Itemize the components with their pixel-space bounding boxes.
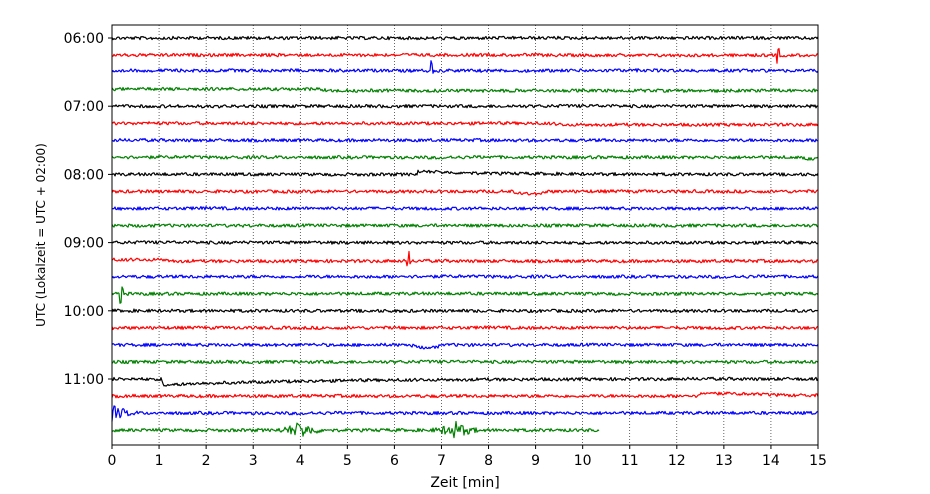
trace-14 xyxy=(111,274,819,279)
y-tick-label-0: 06:00 xyxy=(64,31,104,47)
trace-9 xyxy=(111,189,819,196)
x-tick-label-14: 14 xyxy=(762,453,780,469)
y-tick-label-4: 10:00 xyxy=(64,304,104,320)
trace-19 xyxy=(111,359,819,365)
x-tick-label-12: 12 xyxy=(668,453,686,469)
trace-6 xyxy=(111,137,819,143)
x-axis-title: Zeit [min] xyxy=(430,475,499,491)
trace-22 xyxy=(111,405,819,422)
trace-13 xyxy=(111,250,819,267)
y-tick-label-2: 08:00 xyxy=(64,167,104,183)
trace-20 xyxy=(111,376,819,387)
x-tick-label-13: 13 xyxy=(715,453,733,469)
x-tick-label-3: 3 xyxy=(249,453,258,469)
x-tick-label-10: 10 xyxy=(574,453,592,469)
y-axis-title: UTC (Lokalzeit = UTC + 02:00) xyxy=(34,143,48,327)
trace-17 xyxy=(111,325,819,331)
trace-15 xyxy=(111,286,819,304)
x-tick-label-4: 4 xyxy=(296,453,305,469)
y-tick-label-3: 09:00 xyxy=(64,236,104,252)
trace-3 xyxy=(111,86,819,93)
x-tick-label-1: 1 xyxy=(155,453,164,469)
trace-23 xyxy=(111,420,600,439)
x-tick-label-9: 9 xyxy=(531,453,540,469)
x-tick-label-11: 11 xyxy=(621,453,639,469)
grid-lines xyxy=(158,25,772,445)
trace-1 xyxy=(111,48,819,64)
y-tick-label-1: 07:00 xyxy=(64,99,104,115)
plot-frame xyxy=(111,24,819,446)
trace-11 xyxy=(111,223,819,228)
trace-18 xyxy=(111,342,819,350)
x-tick-label-7: 7 xyxy=(437,453,446,469)
x-tick-label-5: 5 xyxy=(343,453,352,469)
trace-4 xyxy=(111,103,819,109)
trace-5 xyxy=(111,120,819,127)
trace-10 xyxy=(111,206,819,211)
trace-21 xyxy=(111,391,819,399)
seismic-traces xyxy=(111,35,819,439)
trace-2 xyxy=(111,60,819,74)
trace-16 xyxy=(111,308,819,314)
x-tick-label-0: 0 xyxy=(108,453,117,469)
trace-12 xyxy=(111,240,819,245)
x-tick-label-6: 6 xyxy=(390,453,399,469)
x-axis: 0 1 2 3 4 5 6 7 8 9 10 11 12 13 14 15 xyxy=(108,445,827,469)
trace-0 xyxy=(111,35,819,41)
x-tick-label-2: 2 xyxy=(202,453,211,469)
x-tick-label-15: 15 xyxy=(809,453,827,469)
trace-8 xyxy=(111,169,819,177)
trace-7 xyxy=(111,154,819,161)
y-axis: 06:00 07:00 08:00 09:00 10:00 11:00 xyxy=(64,31,112,388)
y-tick-label-5: 11:00 xyxy=(64,372,104,388)
x-tick-label-8: 8 xyxy=(484,453,493,469)
